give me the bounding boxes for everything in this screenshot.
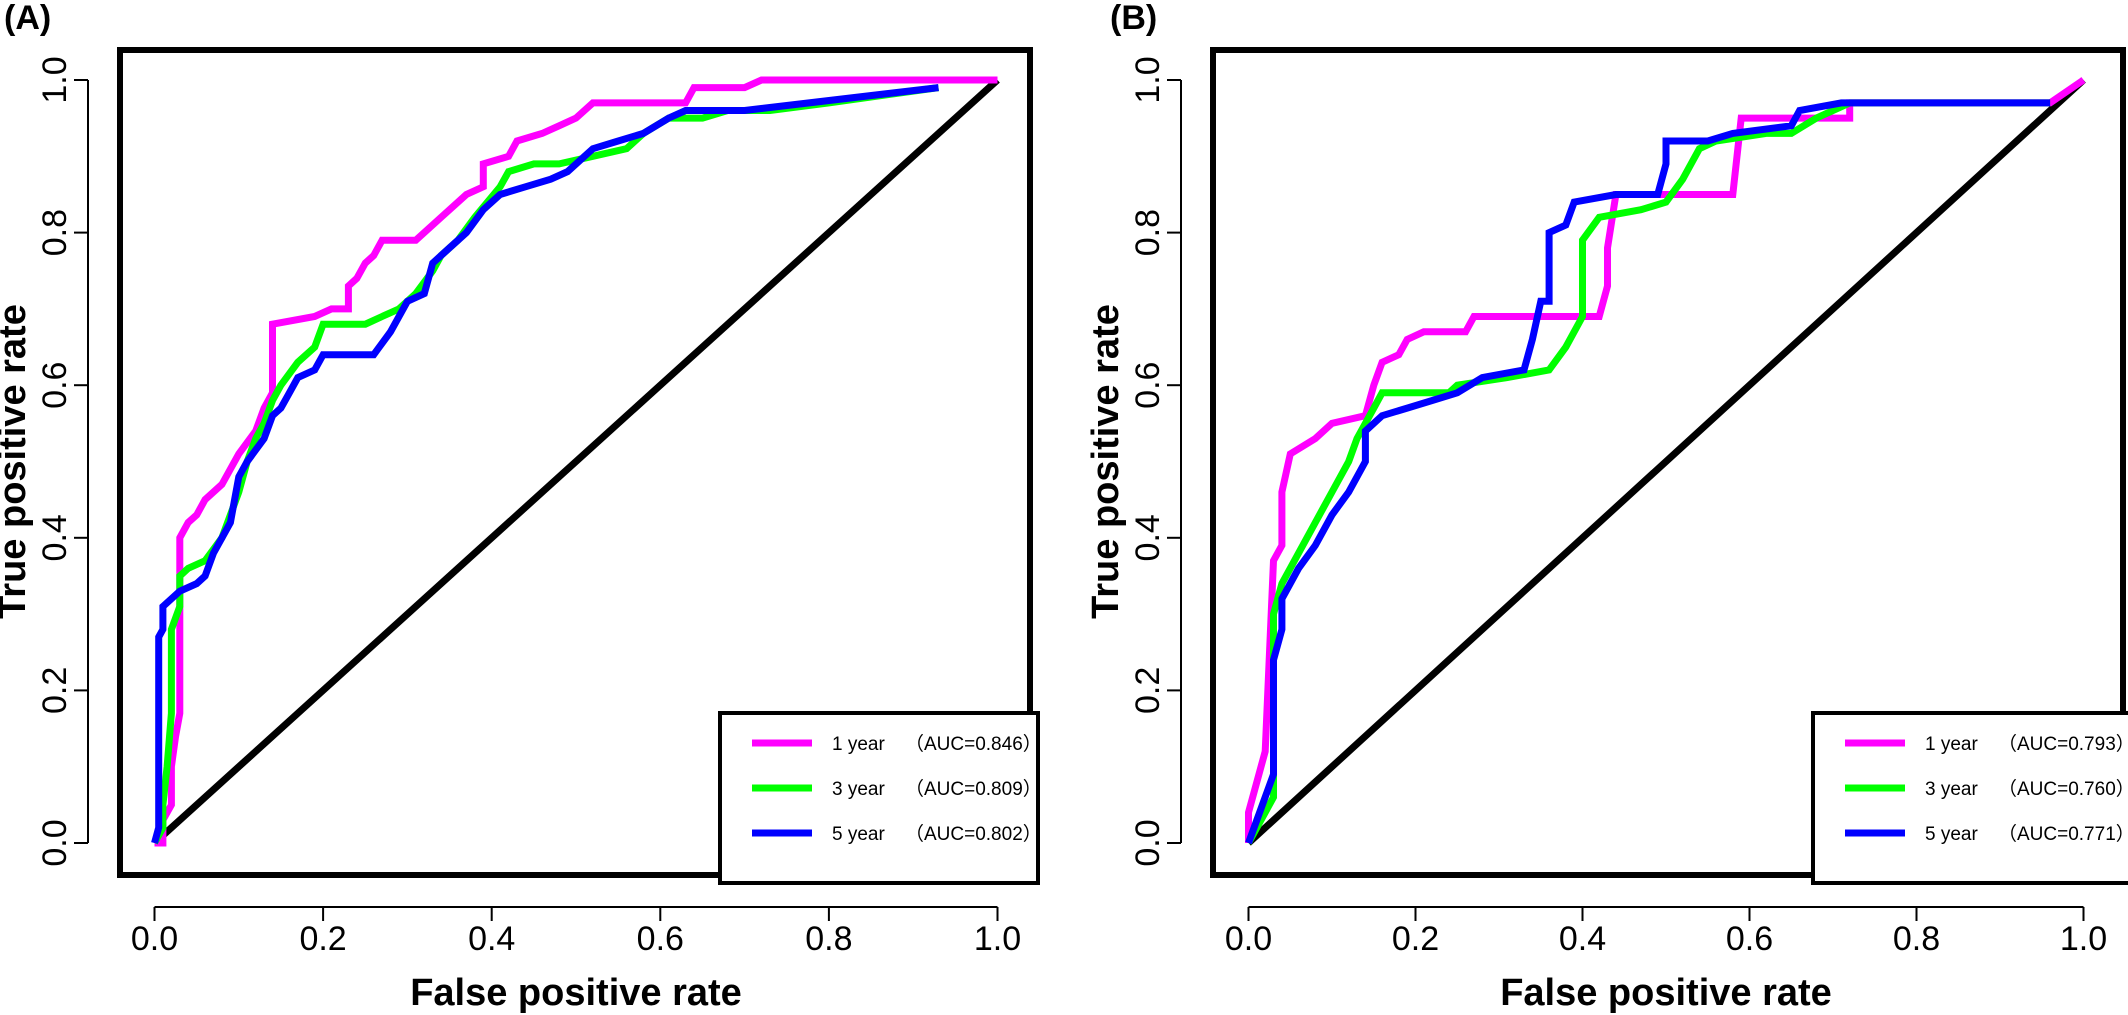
panel-a-x-axis-title: False positive rate xyxy=(410,972,742,1014)
panel-a-x-tick-label: 0.8 xyxy=(805,920,852,958)
panel-b-legend: 1 year （AUC=0.793） 3 year （AUC=0.760） 5 year… xyxy=(1811,711,2128,885)
panel-a-series-line-5-year xyxy=(151,84,939,844)
panel-a-y-tick-label: 0.6 xyxy=(36,362,74,409)
panel-a-diagonal-reference-line xyxy=(152,77,1000,846)
panel-a-x-tick-label: 1.0 xyxy=(974,920,1021,958)
panel-b-series-line-1-year xyxy=(1245,77,2086,843)
panel-b-legend-name-5-year: 5 year xyxy=(1925,824,1978,845)
panel-a-legend: 1 year （AUC=0.846） 3 year （AUC=0.809） 5 year… xyxy=(718,711,1042,885)
panel-a-y-tick-label: 0.2 xyxy=(36,667,74,714)
panel-b-legend-auc-1-year: （AUC=0.793） xyxy=(1998,733,2128,755)
panel-b-x-tick-label: 0.0 xyxy=(1225,920,1272,958)
panel-b-diagonal-reference-line xyxy=(1246,77,2086,846)
panel-a-legend-name-1-year: 1 year xyxy=(832,734,885,755)
panel-b-legend-auc-5-year: （AUC=0.771） xyxy=(1998,823,2128,845)
panel-b-y-tick-label: 0.2 xyxy=(1129,667,1167,714)
panel-a-plot-area xyxy=(151,76,1000,847)
panel-b-label: (B) xyxy=(1110,0,1157,37)
panel-b-y-axis: 0.0 0.2 0.4 0.6 0.8 1.0 xyxy=(1129,56,1182,867)
panel-a-plot-border xyxy=(117,47,1033,878)
panel-a-y-axis-title: True positive rate xyxy=(0,304,34,619)
panel-b-x-tick-label: 0.8 xyxy=(1893,920,1940,958)
panel-a-y-tick-label: 0.4 xyxy=(36,514,74,561)
panel-a: (A) 0.0 0.2 0.4 0.6 0.8 1.0 False positive rat… xyxy=(0,0,1042,1014)
panel-b-plot-area xyxy=(1245,77,2086,846)
panel-b-plot-border xyxy=(1210,47,2126,878)
panel-b-y-axis-title: True positive rate xyxy=(1085,304,1127,619)
panel-b-y-tick-label: 0.0 xyxy=(1129,819,1167,866)
panel-b-x-axis: 0.0 0.2 0.4 0.6 0.8 1.0 xyxy=(1225,906,2107,958)
panel-b-x-tick-label: 0.6 xyxy=(1726,920,1773,958)
panel-b-x-tick-label: 1.0 xyxy=(2060,920,2107,958)
panel-b-x-tick-label: 0.2 xyxy=(1392,920,1439,958)
panel-b-legend-name-1-year: 1 year xyxy=(1925,734,1978,755)
panel-b-series-line-5-year xyxy=(1245,99,2051,845)
panel-a-legend-auc-5-year: （AUC=0.802） xyxy=(905,823,1042,845)
panel-b-y-tick-label: 0.6 xyxy=(1129,362,1167,409)
panel-a-x-tick-label: 0.0 xyxy=(131,920,178,958)
panel-b-y-tick-label: 0.4 xyxy=(1129,514,1167,561)
panel-a-legend-name-5-year: 5 year xyxy=(832,824,885,845)
panel-b-series-line-3-year xyxy=(1245,99,2051,845)
panel-a-x-tick-label: 0.2 xyxy=(299,920,346,958)
panel-b-x-axis-title: False positive rate xyxy=(1500,972,1832,1014)
panel-a-x-tick-label: 0.4 xyxy=(468,920,515,958)
panel-a-legend-auc-1-year: （AUC=0.846） xyxy=(905,733,1042,755)
panel-b-legend-auc-3-year: （AUC=0.760） xyxy=(1998,778,2128,800)
panel-a-y-tick-label: 1.0 xyxy=(36,56,74,103)
panel-b-legend-name-3-year: 3 year xyxy=(1925,779,1978,800)
panel-a-label: (A) xyxy=(4,0,51,37)
panel-a-y-tick-label: 0.8 xyxy=(36,209,74,256)
panel-a-legend-name-3-year: 3 year xyxy=(832,779,885,800)
panel-b: (B) 0.0 0.2 0.4 0.6 0.8 1.0 False positive rat… xyxy=(1085,0,2128,1014)
panel-a-legend-auc-3-year: （AUC=0.809） xyxy=(905,778,1042,800)
panel-a-y-tick-label: 0.0 xyxy=(36,819,74,866)
panel-b-y-tick-label: 1.0 xyxy=(1129,56,1167,103)
panel-a-y-axis: 0.0 0.2 0.4 0.6 0.8 1.0 xyxy=(36,56,89,867)
panel-b-x-tick-label: 0.4 xyxy=(1559,920,1606,958)
panel-a-series-line-3-year xyxy=(151,84,939,845)
panel-a-x-tick-label: 0.6 xyxy=(637,920,684,958)
panel-b-y-tick-label: 0.8 xyxy=(1129,209,1167,256)
panel-a-x-axis: 0.0 0.2 0.4 0.6 0.8 1.0 xyxy=(131,906,1021,958)
